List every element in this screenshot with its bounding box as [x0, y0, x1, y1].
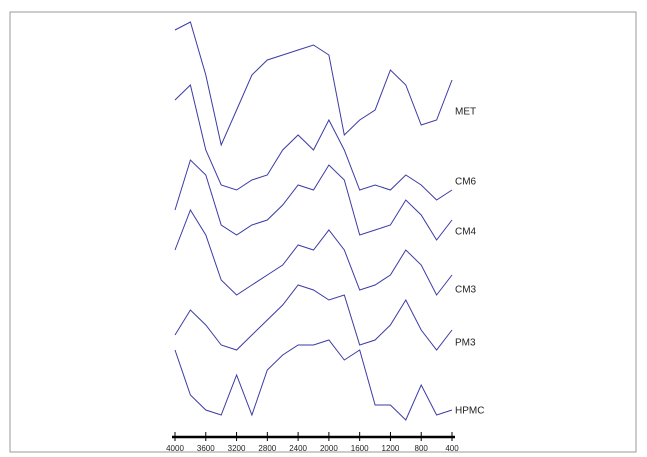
spectrum — [174, 159, 453, 241]
series-label: PM3 — [455, 338, 476, 349]
x-tick-label: 400 — [445, 444, 459, 453]
frame — [9, 11, 637, 453]
x-tick-label: 800 — [415, 444, 429, 453]
spectrum — [174, 339, 453, 421]
x-tick-label: 2400 — [289, 444, 307, 453]
series-label: CM6 — [455, 177, 477, 188]
spectrum — [174, 21, 453, 147]
series-label: CM4 — [455, 227, 477, 238]
x-tick-label: 3600 — [197, 444, 215, 453]
series-label: MET — [455, 107, 476, 118]
x-tick-label: 2800 — [258, 444, 276, 453]
x-tick-label: 2000 — [320, 444, 338, 453]
x-tick-label: 4000 — [166, 444, 184, 453]
x-tick-label: 3200 — [228, 444, 246, 453]
spectrum — [174, 84, 453, 201]
spectrum — [174, 208, 453, 296]
x-tick-label: 1600 — [351, 444, 369, 453]
x-tick-label: 1200 — [382, 444, 400, 453]
series-label: HPMC — [455, 406, 484, 417]
series-label: CM3 — [455, 285, 477, 296]
spectrum — [174, 284, 453, 351]
